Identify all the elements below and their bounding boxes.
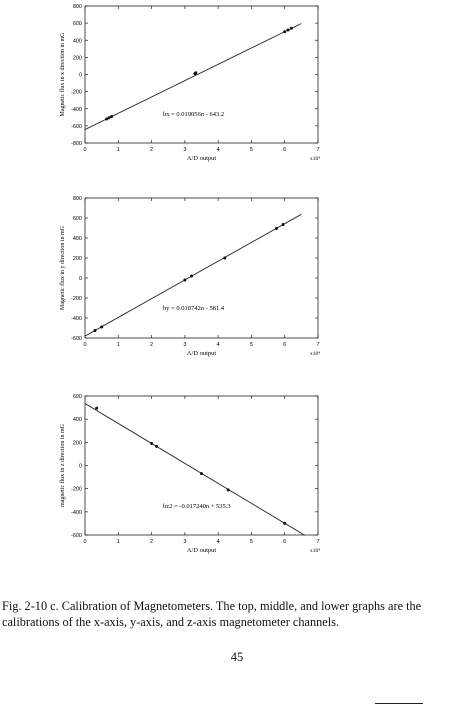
y-tick-label: 400 xyxy=(73,417,82,423)
fit-equation: by = 0.018742n - 581.4 xyxy=(163,305,225,312)
y-tick-label: -200 xyxy=(71,487,82,493)
y-tick-label: 800 xyxy=(73,196,82,202)
x-tick-label: 7 xyxy=(316,342,319,348)
x-tick-label: 4 xyxy=(217,147,220,153)
data-point xyxy=(283,521,287,525)
x-tick-label: 3 xyxy=(183,147,186,153)
x-axis-label: A/D output xyxy=(187,350,217,357)
plot-frame xyxy=(84,5,319,144)
data-point xyxy=(223,256,227,260)
x-tick-label: 5 xyxy=(250,342,253,348)
data-point xyxy=(183,278,187,282)
x-axis-multiplier: x10⁴ xyxy=(310,156,320,162)
x-tick-label: 0 xyxy=(83,539,86,545)
chart-2: 0 1 2 3 4 5 6 7 -600 -400 -200 0 200 400 600 800 by = 0.… xyxy=(59,196,320,357)
fit-line xyxy=(84,23,302,130)
figure-caption: Fig. 2-10 c. Calibration of Magnetometer… xyxy=(2,599,422,629)
data-point xyxy=(200,472,203,476)
data-point xyxy=(110,114,114,118)
x-axis-multiplier: x10⁴ xyxy=(310,548,320,554)
y-tick-label: 0 xyxy=(79,73,82,79)
y-tick-label: 400 xyxy=(73,236,82,242)
x-tick-label: 2 xyxy=(150,539,153,545)
y-axis-label: Magnetic flux in x direction in mG xyxy=(59,32,66,117)
y-tick-label: -400 xyxy=(71,316,82,322)
y-tick-label: -400 xyxy=(71,510,82,516)
x-axis-label: A/D output xyxy=(187,547,217,554)
plot-frame xyxy=(84,197,319,339)
y-tick-label: 600 xyxy=(73,216,82,222)
x-tick-label: 2 xyxy=(150,147,153,153)
chart-3: 0 1 2 3 4 5 6 7 -600 -400 -200 0 200 400 600 bz2 = -0.0… xyxy=(59,394,320,554)
fit-equation: bx = 0.019056n - 643.2 xyxy=(163,111,224,118)
x-tick-label: 0 xyxy=(83,147,86,153)
data-point xyxy=(105,117,109,121)
x-tick-label: 3 xyxy=(183,539,186,545)
x-tick-label: 7 xyxy=(316,147,319,153)
data-point xyxy=(289,26,293,30)
y-axis-label: magnetic flux in z direction in mG xyxy=(59,423,66,507)
data-point xyxy=(281,223,285,226)
y-tick-label: 0 xyxy=(79,464,82,470)
y-tick-label: 0 xyxy=(79,276,82,282)
data-point xyxy=(93,329,97,332)
x-axis-label: A/D output xyxy=(187,155,217,162)
y-tick-label: -600 xyxy=(71,336,82,342)
data-point xyxy=(286,28,290,32)
x-tick-label: 6 xyxy=(283,342,286,348)
data-point xyxy=(190,274,194,278)
y-tick-label: 800 xyxy=(73,4,82,10)
x-tick-label: 1 xyxy=(117,539,120,545)
y-tick-label: -400 xyxy=(71,107,82,113)
x-tick-label: 7 xyxy=(316,539,319,545)
data-point xyxy=(283,30,287,34)
data-point xyxy=(100,325,104,329)
fit-equation: bz2 = -0.017240n + 535.3 xyxy=(163,503,231,510)
data-point xyxy=(155,444,159,448)
x-tick-label: 3 xyxy=(183,342,186,348)
y-tick-label: 400 xyxy=(73,38,82,44)
fit-line xyxy=(84,403,305,536)
x-tick-label: 1 xyxy=(117,147,120,153)
x-tick-label: 5 xyxy=(250,147,253,153)
y-tick-label: 200 xyxy=(73,256,82,262)
data-point xyxy=(226,488,230,492)
y-tick-label: -600 xyxy=(71,533,82,539)
fit-line xyxy=(84,213,302,337)
data-point xyxy=(194,71,198,75)
y-tick-label: 600 xyxy=(73,21,82,27)
data-point xyxy=(150,441,154,445)
plot-frame xyxy=(84,395,319,536)
y-tick-label: -800 xyxy=(71,141,82,147)
y-tick-label: 200 xyxy=(73,55,82,61)
data-point xyxy=(107,116,111,120)
y-tick-label: -200 xyxy=(71,90,82,96)
y-axis-label: Magnetic flux in y direction in mG xyxy=(59,225,66,310)
y-tick-label: 200 xyxy=(73,440,82,446)
footer-rule xyxy=(375,703,423,704)
y-tick-label: -600 xyxy=(71,124,82,130)
x-tick-label: 4 xyxy=(217,539,220,545)
x-tick-label: 5 xyxy=(250,539,253,545)
page-number: 45 xyxy=(230,650,244,664)
x-axis-multiplier: x10⁴ xyxy=(310,351,320,357)
x-tick-label: 4 xyxy=(217,342,220,348)
x-tick-label: 1 xyxy=(117,342,120,348)
x-tick-label: 6 xyxy=(283,147,286,153)
y-tick-label: -200 xyxy=(71,296,82,302)
x-tick-label: 6 xyxy=(283,539,286,545)
data-point xyxy=(95,406,99,410)
chart-1: 0 1 2 3 4 5 6 7 -800 -600 -400 -200 0 200 400 600 800 bx … xyxy=(59,4,320,162)
x-tick-label: 2 xyxy=(150,342,153,348)
data-point xyxy=(274,227,278,230)
y-tick-label: 600 xyxy=(73,394,82,400)
x-tick-label: 0 xyxy=(83,342,86,348)
